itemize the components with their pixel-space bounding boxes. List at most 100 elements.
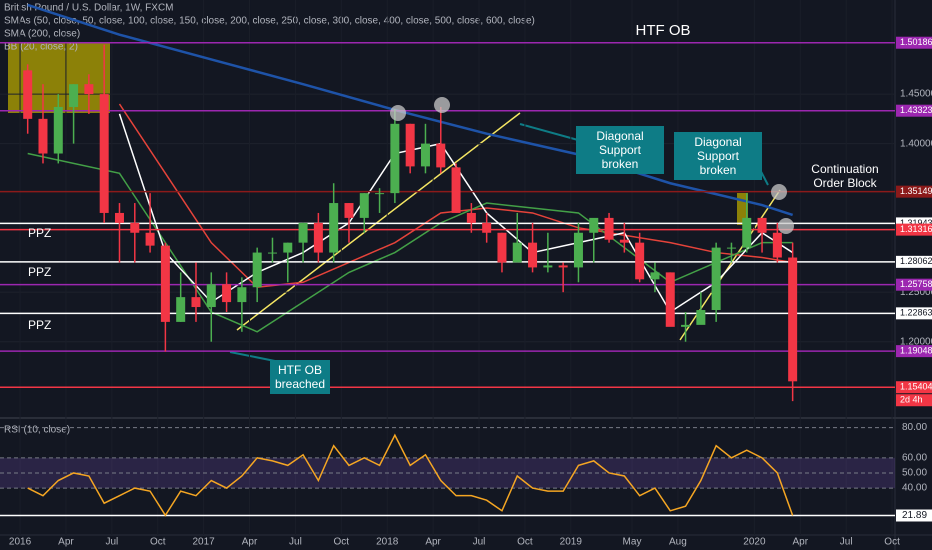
candle-body bbox=[38, 118, 48, 154]
indicator-legend: SMA (200, close) bbox=[4, 29, 80, 40]
candle-body bbox=[635, 242, 645, 280]
candle-body bbox=[696, 310, 706, 325]
candle-body bbox=[619, 239, 629, 243]
x-tick-label: Oct bbox=[334, 537, 350, 548]
candle-body bbox=[420, 143, 430, 167]
candle-body bbox=[298, 222, 308, 243]
level-label: 1.22863 bbox=[900, 308, 932, 318]
level-label-box bbox=[896, 278, 932, 291]
annotation: HTF OB breached bbox=[270, 360, 330, 394]
x-tick-label: Jul bbox=[289, 537, 302, 548]
moving-average bbox=[118, 103, 793, 289]
candle-body bbox=[222, 284, 232, 303]
candle-body bbox=[283, 242, 293, 253]
candle-body bbox=[252, 252, 262, 288]
candle-body bbox=[757, 217, 767, 233]
indicator-legend: SMAs (50, close, 50, close, 100, close, … bbox=[4, 16, 535, 27]
level-label: 1.35149 bbox=[900, 186, 932, 196]
order-block bbox=[737, 193, 748, 225]
rsi-line bbox=[27, 433, 794, 517]
annotation: Diagonal Support broken bbox=[674, 132, 762, 180]
level-label: 1.28062 bbox=[900, 256, 932, 266]
x-tick-label: 2017 bbox=[193, 537, 216, 548]
candle-body bbox=[482, 222, 492, 233]
x-tick-label: 2018 bbox=[376, 537, 399, 548]
candle-body bbox=[589, 217, 599, 233]
x-tick-label: Aug bbox=[669, 537, 687, 548]
candle-body bbox=[69, 84, 79, 107]
candle-body bbox=[130, 222, 140, 233]
candle-body bbox=[726, 247, 736, 249]
y-tick-label: 1.40000 bbox=[900, 138, 932, 149]
highlight bbox=[390, 105, 406, 121]
rsi-label-box bbox=[896, 509, 932, 522]
candle-body bbox=[23, 70, 33, 119]
annotation: PPZ bbox=[28, 318, 52, 332]
x-tick-label: 2019 bbox=[560, 537, 583, 548]
candle-body bbox=[145, 232, 155, 246]
candle-body bbox=[436, 143, 446, 168]
candle-body bbox=[359, 193, 369, 218]
x-tick-label: 2016 bbox=[9, 537, 32, 548]
candle-body bbox=[160, 245, 170, 322]
y-tick-label: 1.45000 bbox=[900, 89, 932, 100]
level-label-box bbox=[896, 104, 932, 117]
trendline bbox=[679, 189, 781, 341]
annotation: HTF OB bbox=[635, 22, 691, 39]
highlight bbox=[434, 97, 450, 113]
level-label-box bbox=[896, 185, 932, 198]
indicator-legend: BB (20, close, 2) bbox=[4, 42, 78, 53]
annotation: Diagonal Support broken bbox=[576, 126, 664, 174]
x-tick-label: Apr bbox=[58, 537, 74, 548]
x-tick-label: Apr bbox=[242, 537, 258, 548]
candle-body bbox=[206, 284, 216, 308]
x-tick-label: Jul bbox=[105, 537, 118, 548]
x-tick-label: Oct bbox=[150, 537, 166, 548]
callout bbox=[519, 123, 579, 141]
level-label: 1.31316 bbox=[900, 224, 932, 234]
x-tick-label: Apr bbox=[793, 537, 809, 548]
level-label: 1.43323 bbox=[900, 105, 932, 115]
candle-body bbox=[742, 217, 752, 248]
rsi-tick-label: 40.00 bbox=[902, 483, 927, 494]
x-tick-label: Jul bbox=[840, 537, 853, 548]
candle-body bbox=[665, 272, 675, 327]
level-label: 1.15404 bbox=[900, 382, 932, 392]
countdown: 2d 4h bbox=[900, 395, 923, 405]
x-tick-label: Jul bbox=[473, 537, 486, 548]
y-tick-label: 1.25000 bbox=[900, 287, 932, 298]
x-tick-label: Oct bbox=[517, 537, 533, 548]
annotation: PPZ bbox=[28, 265, 52, 279]
moving-average bbox=[27, 152, 793, 333]
x-tick-label: May bbox=[623, 537, 642, 548]
level-label-box bbox=[896, 307, 932, 320]
candle-body bbox=[466, 212, 476, 223]
candle-body bbox=[237, 287, 247, 303]
candle-body bbox=[267, 252, 277, 254]
candle-body bbox=[681, 324, 691, 327]
annotation: PPZ bbox=[28, 226, 52, 240]
candle-body bbox=[53, 106, 63, 154]
level-label: 1.25758 bbox=[900, 279, 932, 289]
candle-body bbox=[84, 84, 94, 95]
candle-body bbox=[543, 265, 553, 268]
x-tick-label: Apr bbox=[425, 537, 441, 548]
candle-body bbox=[176, 297, 186, 322]
rsi-tick-label: 80.00 bbox=[902, 422, 927, 433]
candle-body bbox=[788, 257, 798, 382]
candle-body bbox=[405, 123, 415, 167]
candle-body bbox=[512, 242, 522, 263]
level-label-box bbox=[896, 223, 932, 236]
highlight bbox=[771, 184, 787, 200]
highlight bbox=[778, 218, 794, 234]
candle-body bbox=[451, 167, 461, 213]
candle-body bbox=[191, 297, 201, 308]
candle-body bbox=[558, 265, 568, 268]
rsi-title: RSI (10, close) bbox=[4, 425, 70, 436]
x-tick-label: Oct bbox=[884, 537, 900, 548]
candle-body bbox=[711, 247, 721, 311]
candle-body bbox=[772, 232, 782, 258]
rsi-tick-label: 60.00 bbox=[902, 452, 927, 463]
